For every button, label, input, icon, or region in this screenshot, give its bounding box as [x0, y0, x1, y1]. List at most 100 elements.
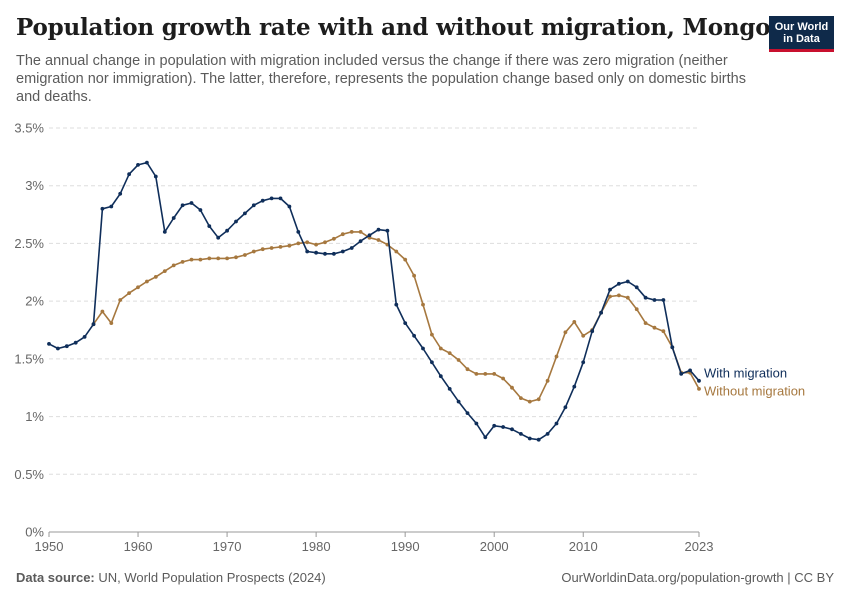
- without-migration-line: [92, 231, 700, 403]
- without-migration-point: [608, 294, 612, 299]
- without-migration-point: [394, 249, 399, 254]
- with-migration-point: [447, 387, 452, 391]
- with-migration-point: [652, 298, 657, 302]
- with-migration-point: [349, 246, 354, 250]
- with-migration-point: [314, 250, 318, 255]
- without-migration-point: [189, 257, 194, 262]
- with-migration-point: [367, 233, 372, 238]
- data-source-text: UN, World Population Prospects (2024): [98, 570, 326, 585]
- without-migration-point: [207, 256, 212, 261]
- owid-logo[interactable]: Our World in Data: [769, 16, 834, 52]
- without-migration-point: [260, 247, 265, 252]
- x-tick-label: 1990: [391, 539, 420, 554]
- with-migration-point: [679, 372, 684, 376]
- with-migration-point: [56, 346, 60, 351]
- with-migration-point: [599, 310, 603, 315]
- x-tick-label: 2000: [480, 539, 509, 554]
- with-migration-point: [438, 374, 443, 379]
- with-migration-point: [608, 287, 612, 292]
- with-migration-line: [48, 161, 700, 441]
- with-migration-point: [474, 421, 479, 426]
- with-migration-point: [670, 345, 675, 350]
- data-source-label: Data source:: [16, 570, 95, 585]
- with-migration-point: [412, 333, 416, 338]
- without-migration-point: [634, 307, 639, 312]
- without-migration-point: [296, 241, 301, 246]
- x-tick-label: 1970: [213, 539, 242, 554]
- with-migration-point: [332, 251, 336, 256]
- with-migration-point: [73, 340, 78, 345]
- without-migration-point: [216, 256, 221, 261]
- with-migration-point: [251, 203, 256, 208]
- without-migration-point: [332, 236, 336, 241]
- with-migration-point: [536, 437, 541, 442]
- without-migration-point: [340, 232, 345, 237]
- without-migration-point: [118, 298, 123, 302]
- without-migration-point: [153, 275, 158, 279]
- with-migration-point: [563, 405, 568, 410]
- with-migration-point: [527, 436, 532, 441]
- with-migration-point: [118, 191, 123, 196]
- with-migration-point: [340, 249, 345, 254]
- with-migration-point: [296, 230, 301, 234]
- without-migration-point: [278, 245, 283, 249]
- without-migration-point: [447, 351, 452, 355]
- source-url-link[interactable]: OurWorldinData.org/population-growth | C…: [561, 570, 834, 585]
- y-tick-label: 2%: [25, 294, 44, 309]
- y-tick-label: 1%: [25, 409, 44, 424]
- with-migration-point: [430, 360, 434, 365]
- with-migration-point: [581, 360, 586, 365]
- with-migration-point: [234, 219, 238, 224]
- with-migration-point: [153, 174, 158, 179]
- with-migration-point: [394, 302, 399, 307]
- without-migration-label: Without migration: [704, 384, 805, 399]
- with-migration-point: [661, 298, 666, 302]
- without-migration-point: [572, 320, 577, 324]
- with-migration-point: [634, 285, 639, 290]
- without-migration-point: [510, 385, 514, 390]
- without-migration-point: [581, 333, 586, 338]
- without-migration-point: [501, 376, 505, 381]
- without-migration-point: [287, 243, 292, 248]
- without-migration-point: [251, 249, 256, 254]
- with-migration-point: [590, 329, 595, 334]
- with-migration-point: [162, 230, 167, 234]
- without-migration-point: [527, 399, 532, 404]
- without-migration-point: [127, 291, 131, 295]
- with-migration-point: [243, 211, 247, 216]
- with-migration-point: [554, 421, 559, 426]
- chart-title: Population growth rate with and without …: [16, 14, 803, 41]
- without-migration-point: [198, 257, 203, 262]
- with-migration-label: With migration: [704, 366, 787, 381]
- with-migration-point: [198, 208, 203, 212]
- without-migration-point: [625, 295, 630, 300]
- with-migration-point: [572, 384, 577, 389]
- data-source: Data source: UN, World Population Prospe…: [16, 570, 326, 585]
- without-migration-point: [314, 242, 318, 247]
- without-migration-point: [430, 332, 434, 337]
- without-migration-point: [162, 269, 167, 273]
- without-migration-point: [483, 372, 488, 376]
- with-migration-point: [109, 204, 114, 209]
- with-migration-point: [688, 368, 692, 373]
- y-tick-label: 0%: [25, 525, 44, 540]
- without-migration-point: [643, 321, 648, 325]
- without-migration-point: [652, 325, 657, 330]
- without-migration-point: [349, 230, 354, 234]
- x-tick-label: 1960: [124, 539, 153, 554]
- y-tick-label: 3.5%: [14, 121, 44, 136]
- without-migration-point: [269, 246, 274, 250]
- with-migration-point: [465, 411, 470, 415]
- chart-subtitle: The annual change in population with mig…: [16, 53, 746, 105]
- with-migration-point: [100, 206, 105, 211]
- without-migration-point: [545, 378, 550, 383]
- y-tick-label: 0.5%: [14, 467, 44, 482]
- without-migration-point: [465, 367, 470, 372]
- with-migration-point: [145, 160, 149, 165]
- with-migration-point: [82, 335, 87, 339]
- with-migration-point: [501, 425, 505, 429]
- with-migration-point: [697, 378, 701, 383]
- without-migration-point: [492, 372, 497, 376]
- with-migration-point: [483, 435, 488, 440]
